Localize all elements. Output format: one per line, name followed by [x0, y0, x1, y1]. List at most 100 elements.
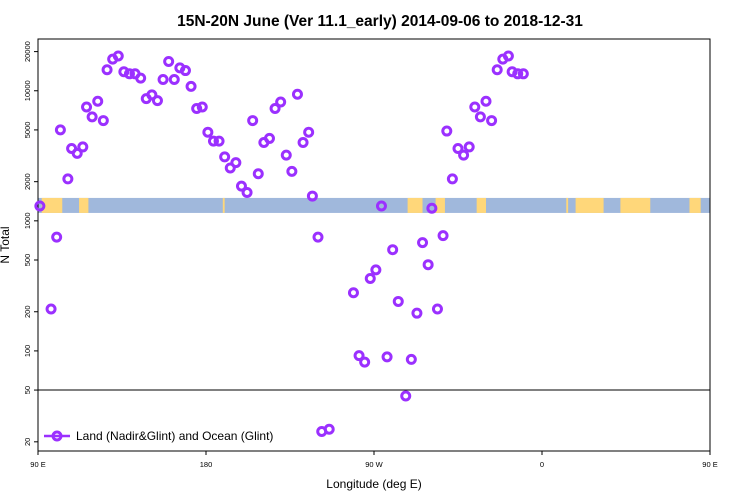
y-axis-label: N Total [0, 226, 12, 263]
data-point [146, 89, 158, 101]
data-point [417, 237, 429, 249]
data-point [112, 50, 124, 62]
y-tick-label: 1000 [23, 212, 32, 229]
y-tick-label: 200 [23, 305, 32, 318]
data-point [196, 101, 208, 113]
data-point [502, 50, 514, 62]
data-point [303, 126, 315, 138]
data-point [411, 307, 423, 319]
x-tick-label: 90 E [30, 460, 45, 469]
data-point [312, 231, 324, 243]
data-point [491, 64, 503, 76]
data-point [446, 173, 458, 185]
land-segment [435, 197, 445, 213]
data-point [45, 303, 57, 315]
data-point [275, 96, 287, 108]
data-point [247, 115, 259, 127]
land-segment [575, 197, 604, 213]
plot-frame [37, 38, 711, 452]
data-point [474, 111, 486, 123]
legend-marker [51, 430, 63, 442]
data-point [441, 125, 453, 137]
data-point [291, 88, 303, 100]
y-tick-label: 5000 [23, 122, 32, 139]
land-segment [566, 197, 569, 213]
y-tick-label: 2000 [23, 173, 32, 190]
data-point [269, 103, 281, 115]
y-tick-label: 50 [23, 386, 32, 394]
chart-title: 15N-20N June (Ver 11.1_early) 2014-09-06… [177, 13, 583, 30]
data-point [235, 180, 247, 192]
data-point [405, 353, 417, 365]
data-point [512, 68, 524, 80]
data-point [458, 149, 470, 161]
land-segment [222, 197, 225, 213]
data-point [202, 126, 214, 138]
land-segment [620, 197, 651, 213]
x-tick-label: 180 [200, 460, 213, 469]
x-tick-label: 0 [540, 460, 544, 469]
data-point [375, 200, 387, 212]
land-segment [407, 197, 423, 213]
data-point [280, 149, 292, 161]
data-point [364, 273, 376, 285]
data-point [347, 287, 359, 299]
data-point [306, 190, 318, 202]
data-points [34, 50, 529, 438]
data-point [517, 68, 529, 80]
data-point [151, 95, 163, 107]
data-point [353, 350, 365, 362]
data-point [359, 356, 371, 368]
data-point [97, 115, 109, 127]
data-point [387, 244, 399, 256]
y-tick-label: 20 [23, 438, 32, 446]
data-point [207, 135, 219, 147]
legend-label: Land (Nadir&Glint) and Ocean (Glint) [76, 429, 273, 443]
data-point [92, 95, 104, 107]
data-point [323, 423, 335, 435]
data-point [506, 66, 518, 78]
data-point [168, 74, 180, 86]
data-point [370, 264, 382, 276]
ocean-band [38, 197, 710, 213]
land-segment [41, 197, 63, 213]
data-point [157, 74, 169, 86]
data-point [71, 147, 83, 159]
data-point [297, 137, 309, 149]
data-point [400, 390, 412, 402]
data-point [163, 55, 175, 67]
y-axis: 20 50 100 200 500 1000 2000 5000 10000 20000 [23, 41, 38, 446]
data-point [77, 141, 89, 153]
data-point [62, 173, 74, 185]
data-point [191, 103, 203, 115]
data-point [381, 351, 393, 363]
data-point [51, 231, 63, 243]
data-point [252, 168, 264, 180]
x-tick-label: 90 E [702, 460, 717, 469]
data-point [81, 101, 93, 113]
y-tick-label: 500 [23, 254, 32, 267]
y-tick-label: 10000 [23, 80, 32, 101]
data-point [86, 111, 98, 123]
land-ocean-band [38, 197, 710, 213]
data-point [437, 230, 449, 242]
data-point [34, 200, 46, 212]
data-point [392, 295, 404, 307]
data-point [123, 68, 135, 80]
data-point [426, 202, 438, 214]
data-point [463, 141, 475, 153]
data-point [54, 124, 66, 136]
data-point [135, 72, 147, 84]
data-point [241, 187, 253, 199]
data-point [286, 165, 298, 177]
data-point [422, 259, 434, 271]
data-point [219, 151, 231, 163]
land-segment [689, 197, 701, 213]
data-point [101, 64, 113, 76]
x-axis-label: Longitude (deg E) [326, 477, 421, 491]
x-axis: 90 E 180 90 W 0 90 E [30, 451, 718, 469]
legend: Land (Nadir&Glint) and Ocean (Glint) [44, 429, 273, 443]
data-point [431, 303, 443, 315]
data-point [224, 162, 236, 174]
